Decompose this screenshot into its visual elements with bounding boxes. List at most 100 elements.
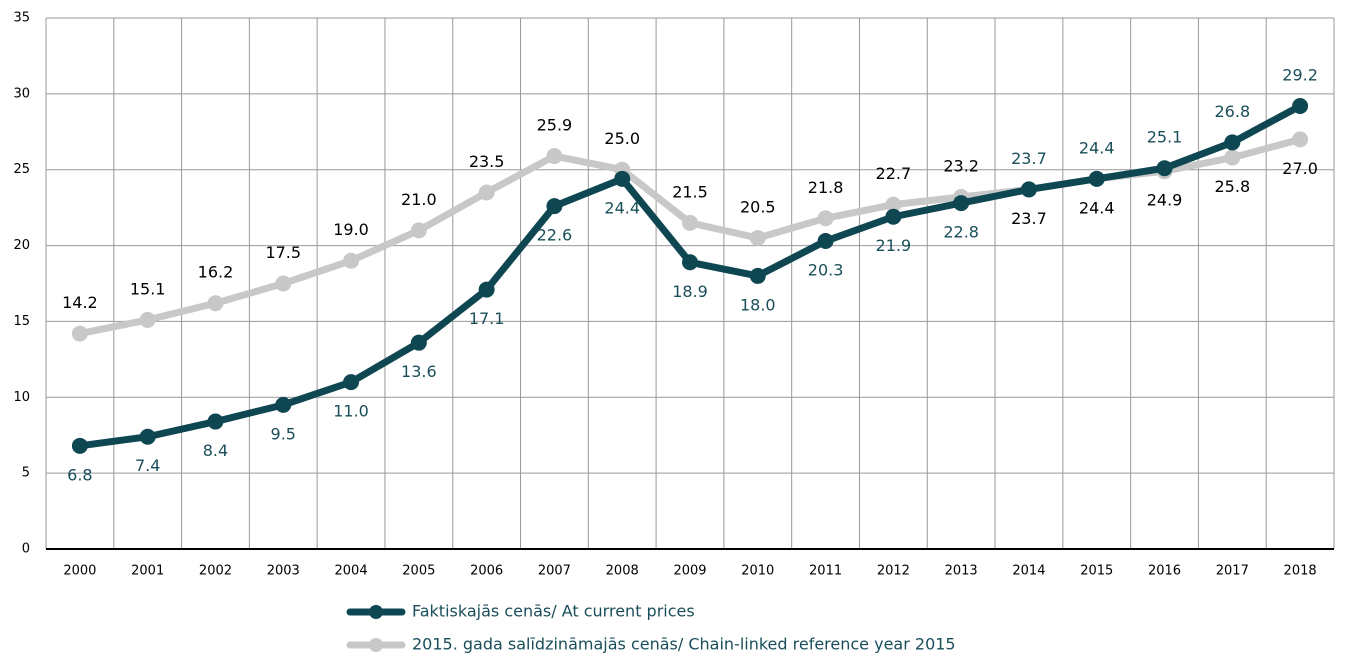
- value-label: 24.4: [604, 198, 640, 217]
- legend-label: Faktiskajās cenās/ At current prices: [412, 602, 695, 621]
- point: [1292, 131, 1309, 148]
- value-label: 21.8: [808, 178, 844, 197]
- value-label: 8.4: [203, 441, 228, 460]
- value-label: 26.8: [1215, 102, 1251, 121]
- x-tick-label: 2009: [673, 564, 706, 579]
- value-label: 11.0: [333, 402, 369, 421]
- x-tick-label: 2005: [402, 564, 435, 579]
- value-label: 23.7: [1011, 149, 1047, 168]
- legend-dot: [369, 605, 383, 619]
- point: [410, 222, 427, 239]
- x-tick-label: 2008: [606, 564, 639, 579]
- point: [749, 267, 766, 284]
- value-label: 20.3: [808, 261, 844, 280]
- series-line: [79, 135, 1302, 337]
- value-label: 18.9: [672, 282, 708, 301]
- value-label: 16.2: [198, 263, 234, 282]
- x-tick-label: 2013: [945, 564, 978, 579]
- legend-label: 2015. gada salīdzināmajās cenās/ Chain-l…: [412, 635, 956, 654]
- point: [71, 437, 88, 454]
- x-tick-label: 2012: [877, 564, 910, 579]
- series-line: [79, 102, 1302, 450]
- x-tick-label: 2003: [267, 564, 300, 579]
- point: [410, 334, 427, 351]
- x-tick-label: 2002: [199, 564, 232, 579]
- value-label: 14.2: [62, 293, 98, 312]
- point: [343, 374, 360, 391]
- value-label: 25.1: [1147, 128, 1183, 147]
- y-tick-label: 25: [13, 162, 30, 177]
- value-label: 7.4: [135, 456, 160, 475]
- value-label: 27.0: [1282, 159, 1318, 178]
- value-label: 25.8: [1215, 177, 1251, 196]
- value-label: 22.8: [943, 223, 979, 242]
- value-label: 25.0: [604, 129, 640, 148]
- x-tick-label: 2001: [131, 564, 164, 579]
- point: [749, 229, 766, 246]
- y-tick-label: 5: [22, 466, 30, 481]
- point: [1224, 134, 1241, 151]
- value-label: 19.0: [333, 220, 369, 239]
- point: [817, 210, 834, 227]
- y-tick-label: 35: [13, 11, 30, 26]
- point: [478, 281, 495, 298]
- value-label: 20.5: [740, 197, 776, 216]
- y-tick-label: 30: [13, 86, 30, 101]
- value-label: 15.1: [130, 279, 166, 298]
- value-label: 9.5: [271, 424, 296, 443]
- x-tick-label: 2010: [741, 564, 774, 579]
- point: [682, 254, 698, 271]
- value-label: 13.6: [401, 362, 437, 381]
- x-tick-label: 2006: [470, 564, 503, 579]
- value-label: 24.4: [1079, 198, 1115, 217]
- point: [953, 195, 970, 212]
- point: [1292, 97, 1309, 114]
- value-label: 29.2: [1282, 65, 1318, 84]
- point: [478, 184, 495, 201]
- point: [1224, 149, 1241, 166]
- y-tick-label: 0: [22, 542, 30, 557]
- point: [343, 252, 360, 269]
- value-label: 17.1: [469, 309, 505, 328]
- value-label: 24.9: [1147, 191, 1183, 210]
- value-label: 17.5: [265, 243, 301, 262]
- y-tick-label: 15: [13, 314, 30, 329]
- legend-dot: [369, 638, 383, 652]
- value-label: 18.0: [740, 295, 776, 314]
- y-tick-label: 20: [13, 238, 30, 253]
- point: [207, 413, 224, 430]
- x-tick-label: 2000: [63, 564, 96, 579]
- point: [139, 311, 156, 328]
- x-tick-label: 2007: [538, 564, 571, 579]
- point: [614, 170, 631, 187]
- point: [546, 148, 563, 165]
- value-label: 24.4: [1079, 138, 1115, 157]
- value-label: 25.9: [537, 116, 573, 135]
- y-tick-label: 10: [13, 390, 30, 405]
- point: [207, 295, 224, 312]
- point: [885, 208, 902, 225]
- value-label: 23.2: [943, 157, 979, 176]
- point: [1020, 181, 1037, 198]
- point: [885, 196, 902, 213]
- point: [275, 396, 292, 413]
- point: [275, 275, 292, 292]
- point: [817, 233, 834, 250]
- x-tick-label: 2018: [1284, 564, 1317, 579]
- value-label: 21.9: [876, 236, 912, 255]
- value-label: 23.7: [1011, 209, 1047, 228]
- value-label: 22.6: [537, 226, 573, 245]
- value-label: 6.8: [67, 465, 92, 484]
- point: [546, 198, 563, 215]
- value-label: 22.7: [876, 164, 912, 183]
- x-tick-label: 2016: [1148, 564, 1181, 579]
- point: [1088, 170, 1105, 187]
- point: [71, 325, 88, 342]
- x-tick-label: 2011: [809, 564, 842, 579]
- point: [682, 214, 698, 231]
- x-tick-label: 2015: [1080, 564, 1113, 579]
- x-tick-label: 2004: [335, 564, 368, 579]
- x-tick-label: 2017: [1216, 564, 1249, 579]
- point: [139, 428, 156, 445]
